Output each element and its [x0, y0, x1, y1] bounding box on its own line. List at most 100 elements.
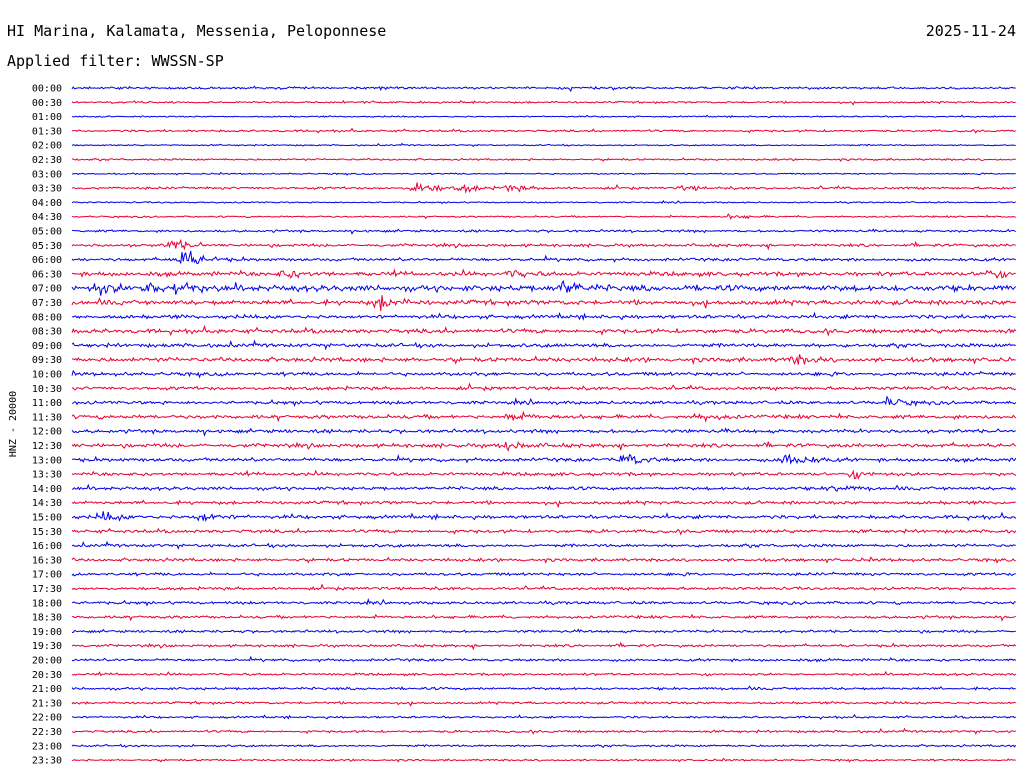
trace-2130: [71, 700, 1016, 707]
time-label: 21:00: [32, 684, 62, 695]
trace-0600: [71, 250, 1016, 265]
time-label: 04:00: [32, 198, 62, 209]
trace-1730: [71, 583, 1016, 592]
trace-0630: [71, 268, 1016, 280]
trace-0330: [71, 182, 1016, 194]
time-label: 15:30: [32, 527, 62, 538]
trace-1230: [71, 441, 1017, 452]
trace-1100: [71, 395, 1017, 408]
trace-0800: [71, 311, 1016, 321]
trace-1600: [71, 540, 1016, 550]
trace-2200: [71, 713, 1017, 720]
time-label: 22:30: [32, 727, 62, 738]
trace-0230: [71, 157, 1016, 163]
trace-1530: [71, 527, 1017, 536]
time-label: 19:30: [32, 641, 62, 652]
trace-0400: [71, 199, 1016, 205]
time-label: 10:00: [32, 370, 62, 381]
time-label: 19:00: [32, 627, 62, 638]
trace-0500: [71, 228, 1016, 235]
trace-2300: [71, 743, 1017, 748]
time-label: 13:30: [32, 470, 62, 481]
time-label: 12:00: [32, 427, 62, 438]
time-label: 18:00: [32, 598, 62, 609]
time-label: 01:30: [32, 126, 62, 137]
filter-label: Applied filter: WWSSN-SP: [7, 52, 224, 70]
time-label: 11:00: [32, 398, 62, 409]
trace-1430: [71, 499, 1016, 509]
time-label: 09:30: [32, 355, 62, 366]
time-label: 14:00: [32, 484, 62, 495]
time-label: 09:00: [32, 341, 62, 352]
time-label: 05:30: [32, 241, 62, 252]
trace-0700: [71, 279, 1017, 296]
time-label: 21:30: [32, 698, 62, 709]
time-label: 11:30: [32, 412, 62, 423]
time-label: 23:30: [32, 756, 62, 767]
trace-0100: [71, 114, 1017, 119]
trace-1800: [71, 597, 1016, 607]
station-title: HI Marina, Kalamata, Messenia, Peloponne…: [7, 22, 386, 40]
trace-0530: [71, 238, 1016, 251]
trace-1330: [71, 469, 1017, 480]
time-label: 08:00: [32, 312, 62, 323]
trace-2000: [71, 655, 1017, 663]
time-label: 02:30: [32, 155, 62, 166]
time-label: 10:30: [32, 384, 62, 395]
time-label: 03:30: [32, 184, 62, 195]
time-label: 12:30: [32, 441, 62, 452]
time-label: 22:00: [32, 713, 62, 724]
trace-1130: [71, 410, 1017, 423]
trace-0130: [71, 127, 1017, 134]
time-labels: 00:00 00:30 01:00 01:30 02:00 02:30 03:00 03:30…: [32, 84, 62, 767]
trace-1030: [71, 382, 1017, 392]
time-label: 07:00: [32, 284, 62, 295]
trace-1500: [71, 511, 1017, 522]
trace-0030: [71, 99, 1016, 106]
time-label: 23:00: [32, 741, 62, 752]
trace-0730: [71, 295, 1017, 312]
time-label: 01:00: [32, 112, 62, 123]
time-label: 16:30: [32, 555, 62, 566]
trace-0830: [71, 324, 1017, 337]
time-label: 20:30: [32, 670, 62, 681]
time-label: 17:30: [32, 584, 62, 595]
time-label: 02:00: [32, 141, 62, 152]
trace-1830: [71, 613, 1016, 622]
time-label: 04:30: [32, 212, 62, 223]
time-label: 00:30: [32, 98, 62, 109]
trace-1700: [71, 571, 1016, 577]
trace-2230: [71, 727, 1016, 735]
trace-2100: [71, 685, 1016, 692]
time-label: 17:00: [32, 570, 62, 581]
time-label: 08:30: [32, 327, 62, 338]
time-label: 05:00: [32, 227, 62, 238]
trace-1200: [71, 427, 1016, 437]
time-label: 00:00: [32, 84, 62, 95]
trace-0930: [71, 354, 1016, 366]
trace-1400: [71, 483, 1016, 492]
time-label: 20:00: [32, 656, 62, 667]
trace-0430: [71, 213, 1016, 221]
trace-0900: [71, 339, 1016, 351]
time-label: 07:30: [32, 298, 62, 309]
trace-0200: [71, 142, 1016, 148]
time-label: 14:30: [32, 498, 62, 509]
trace-1900: [71, 628, 1016, 634]
trace-2030: [71, 670, 1017, 677]
traces: [71, 85, 1017, 763]
trace-0000: [71, 85, 1016, 93]
time-label: 16:00: [32, 541, 62, 552]
trace-1630: [71, 556, 1016, 564]
time-label: 06:30: [32, 269, 62, 280]
trace-1300: [71, 453, 1017, 465]
channel-scale-label: HNZ - 20000: [8, 391, 19, 457]
time-label: 03:00: [32, 169, 62, 180]
trace-2330: [71, 757, 1016, 763]
time-label: 06:00: [32, 255, 62, 266]
trace-0300: [71, 171, 1016, 176]
date-label: 2025-11-24: [926, 22, 1016, 40]
trace-1930: [71, 641, 1017, 651]
time-label: 18:30: [32, 613, 62, 624]
